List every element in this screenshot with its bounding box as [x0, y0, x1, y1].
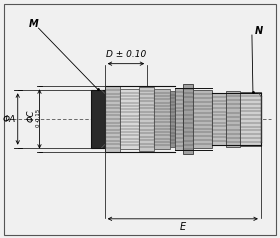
- Text: 0: 0: [36, 123, 41, 127]
- Bar: [193, 90, 213, 148]
- Text: ΦA: ΦA: [2, 114, 15, 124]
- Bar: [105, 86, 120, 152]
- Bar: [226, 91, 240, 147]
- Bar: [183, 84, 193, 154]
- Bar: [91, 90, 105, 148]
- Bar: [175, 88, 183, 150]
- Bar: [139, 87, 154, 151]
- Text: -0.15: -0.15: [36, 108, 41, 122]
- Bar: [170, 91, 175, 147]
- Text: E: E: [180, 222, 186, 232]
- Text: ΦC: ΦC: [27, 110, 36, 122]
- Text: N: N: [255, 26, 263, 36]
- Bar: [240, 92, 261, 146]
- Bar: [120, 89, 139, 149]
- Text: D ± 0.10: D ± 0.10: [106, 50, 146, 59]
- Text: M: M: [29, 19, 38, 29]
- Bar: [213, 93, 226, 145]
- Bar: [154, 89, 170, 149]
